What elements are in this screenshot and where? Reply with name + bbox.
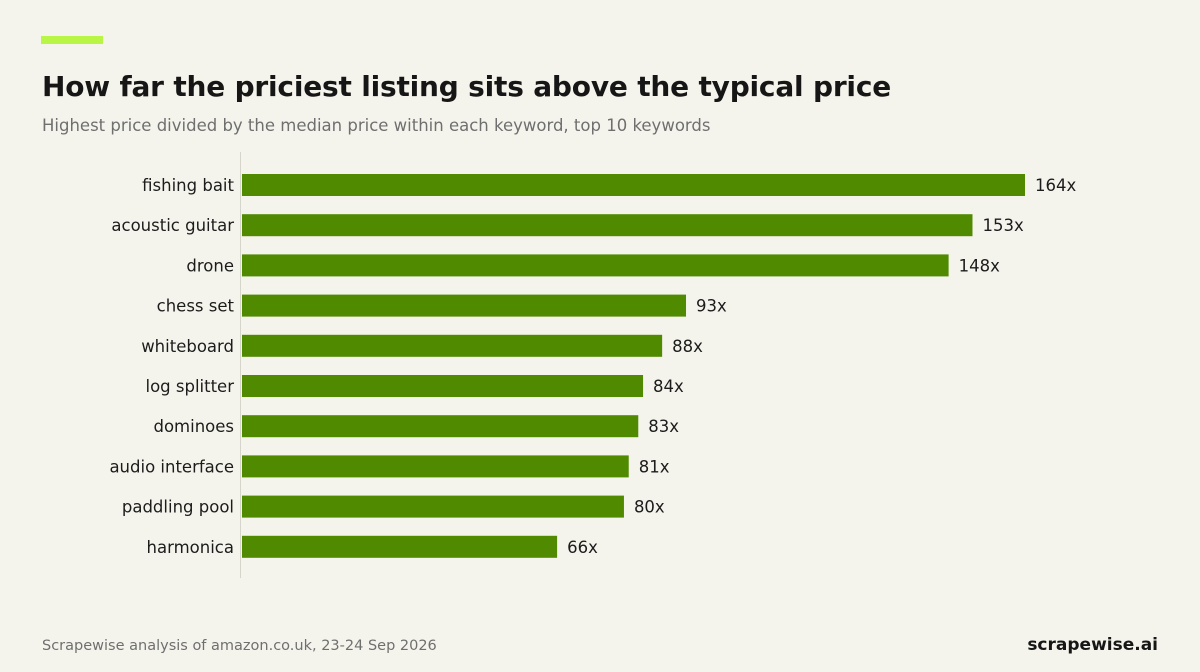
value-label: 84x [653, 377, 684, 396]
accent-bar [41, 36, 103, 44]
value-label: 66x [567, 538, 598, 557]
bar [242, 254, 949, 277]
bars-layer: fishing bait 164x acoustic guitar 153x drone… [109, 174, 1076, 558]
value-label: 153x [982, 216, 1023, 235]
bar [242, 214, 973, 237]
value-label: 80x [634, 498, 665, 517]
bar [242, 294, 687, 317]
bar [242, 174, 1025, 196]
category-label: log splitter [145, 377, 234, 396]
category-label: acoustic guitar [111, 216, 234, 235]
category-label: dominoes [153, 417, 234, 436]
brand-logo-text: scrapewise.ai [1027, 635, 1158, 655]
bar [242, 334, 663, 357]
category-label: chess set [157, 297, 235, 316]
chart-subtitle: Highest price divided by the median pric… [42, 116, 711, 135]
bar [242, 495, 624, 518]
value-label: 88x [672, 337, 703, 356]
bar [242, 455, 629, 478]
category-label: audio interface [109, 457, 234, 476]
value-label: 93x [696, 297, 727, 316]
category-label: harmonica [147, 538, 234, 557]
source-note: Scrapewise analysis of amazon.co.uk, 23-… [42, 638, 437, 654]
value-label: 81x [639, 457, 670, 476]
bar [242, 415, 639, 438]
category-label: whiteboard [141, 337, 234, 356]
category-label: fishing bait [142, 176, 234, 195]
value-label: 83x [648, 417, 679, 436]
chart-title: How far the priciest listing sits above … [42, 70, 892, 103]
category-label: paddling pool [122, 498, 234, 517]
bar [242, 375, 644, 397]
category-label: drone [186, 256, 234, 275]
value-label: 164x [1035, 176, 1076, 195]
bar-chart: fishing bait 164x acoustic guitar 153x drone… [109, 152, 1076, 578]
value-label: 148x [959, 256, 1000, 275]
bar [242, 535, 558, 558]
